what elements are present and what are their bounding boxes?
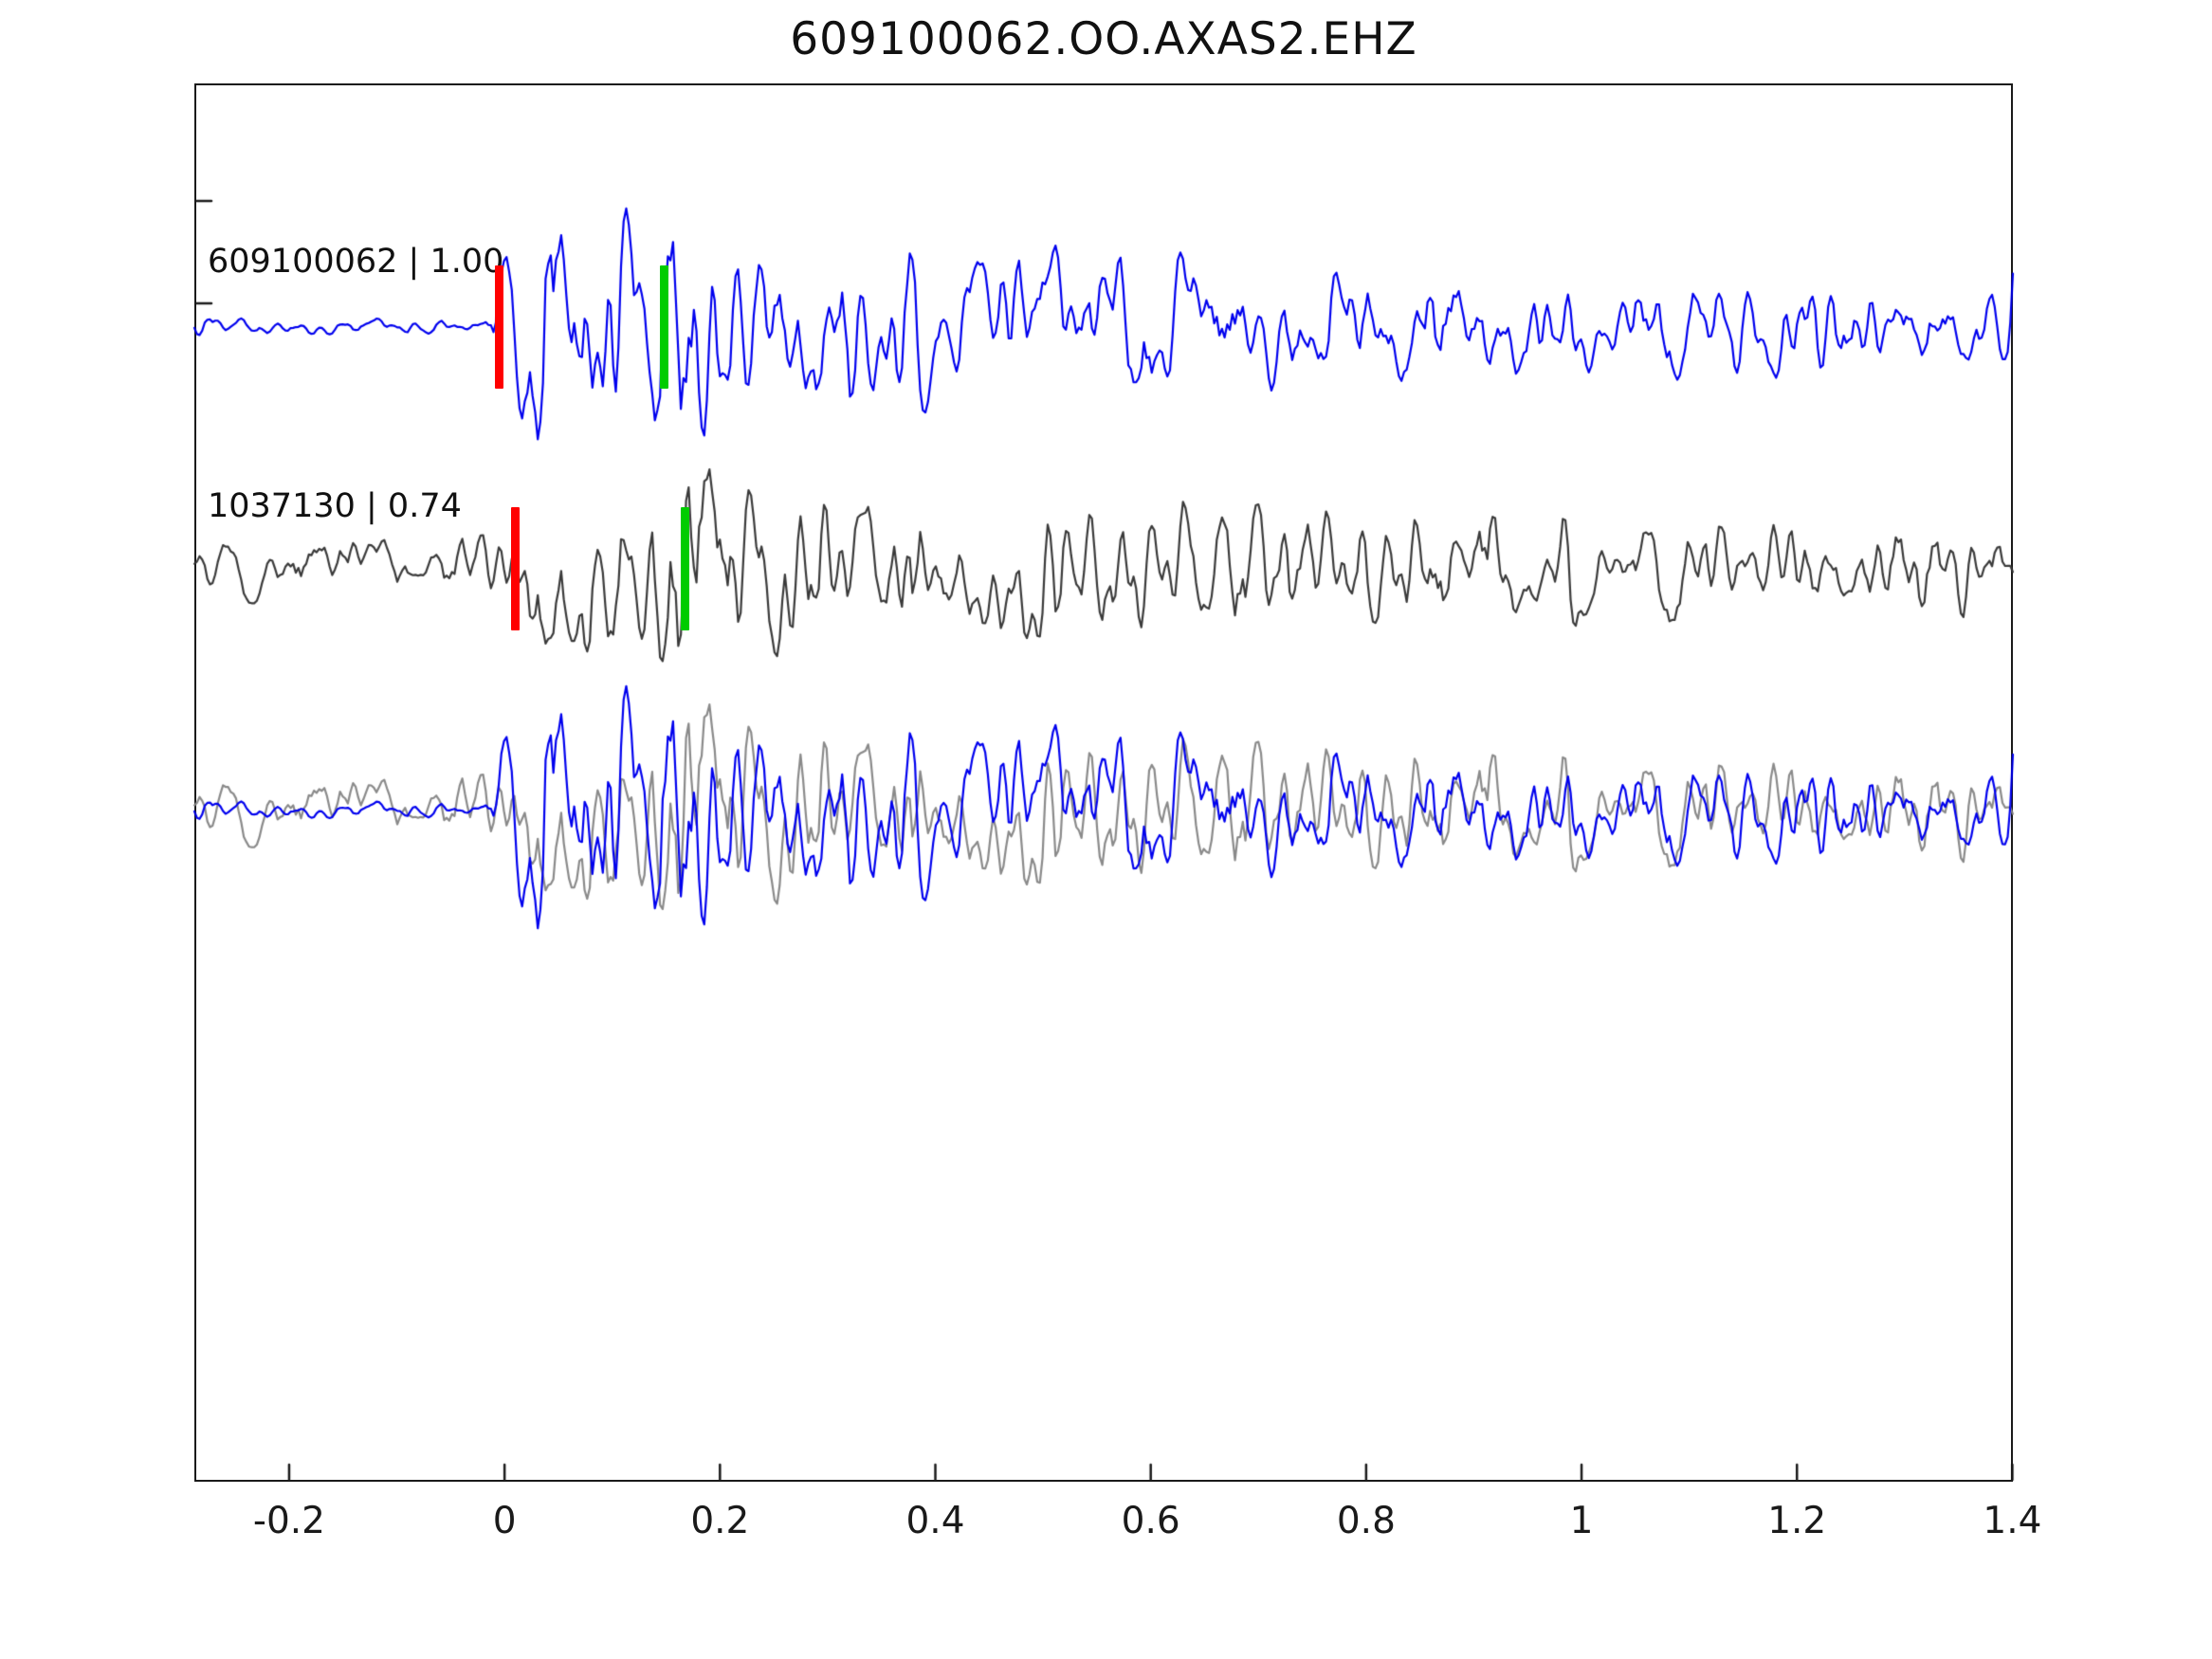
x-tick-label: 1.4 [1983, 1500, 2042, 1542]
x-tick-label: 0 [492, 1500, 517, 1542]
x-tick-label: 1 [1569, 1500, 1594, 1542]
x-tick-label: -0.2 [252, 1500, 326, 1542]
x-tick-label: 1.2 [1767, 1500, 1827, 1542]
trace-label-609100062: 609100062 | 1.00 [208, 243, 504, 281]
x-tick-label: 0.6 [1121, 1500, 1180, 1542]
x-tick-label: 0.2 [690, 1500, 750, 1542]
matched-pick-marker [681, 507, 690, 630]
reference-pick-marker [511, 507, 520, 630]
trace-label-1037130: 1037130 | 0.74 [208, 487, 462, 525]
reference-pick-marker [494, 265, 503, 389]
matched-pick-marker [659, 265, 668, 389]
x-tick-label: 0.8 [1336, 1500, 1396, 1542]
x-tick-label: 0.4 [905, 1500, 965, 1542]
